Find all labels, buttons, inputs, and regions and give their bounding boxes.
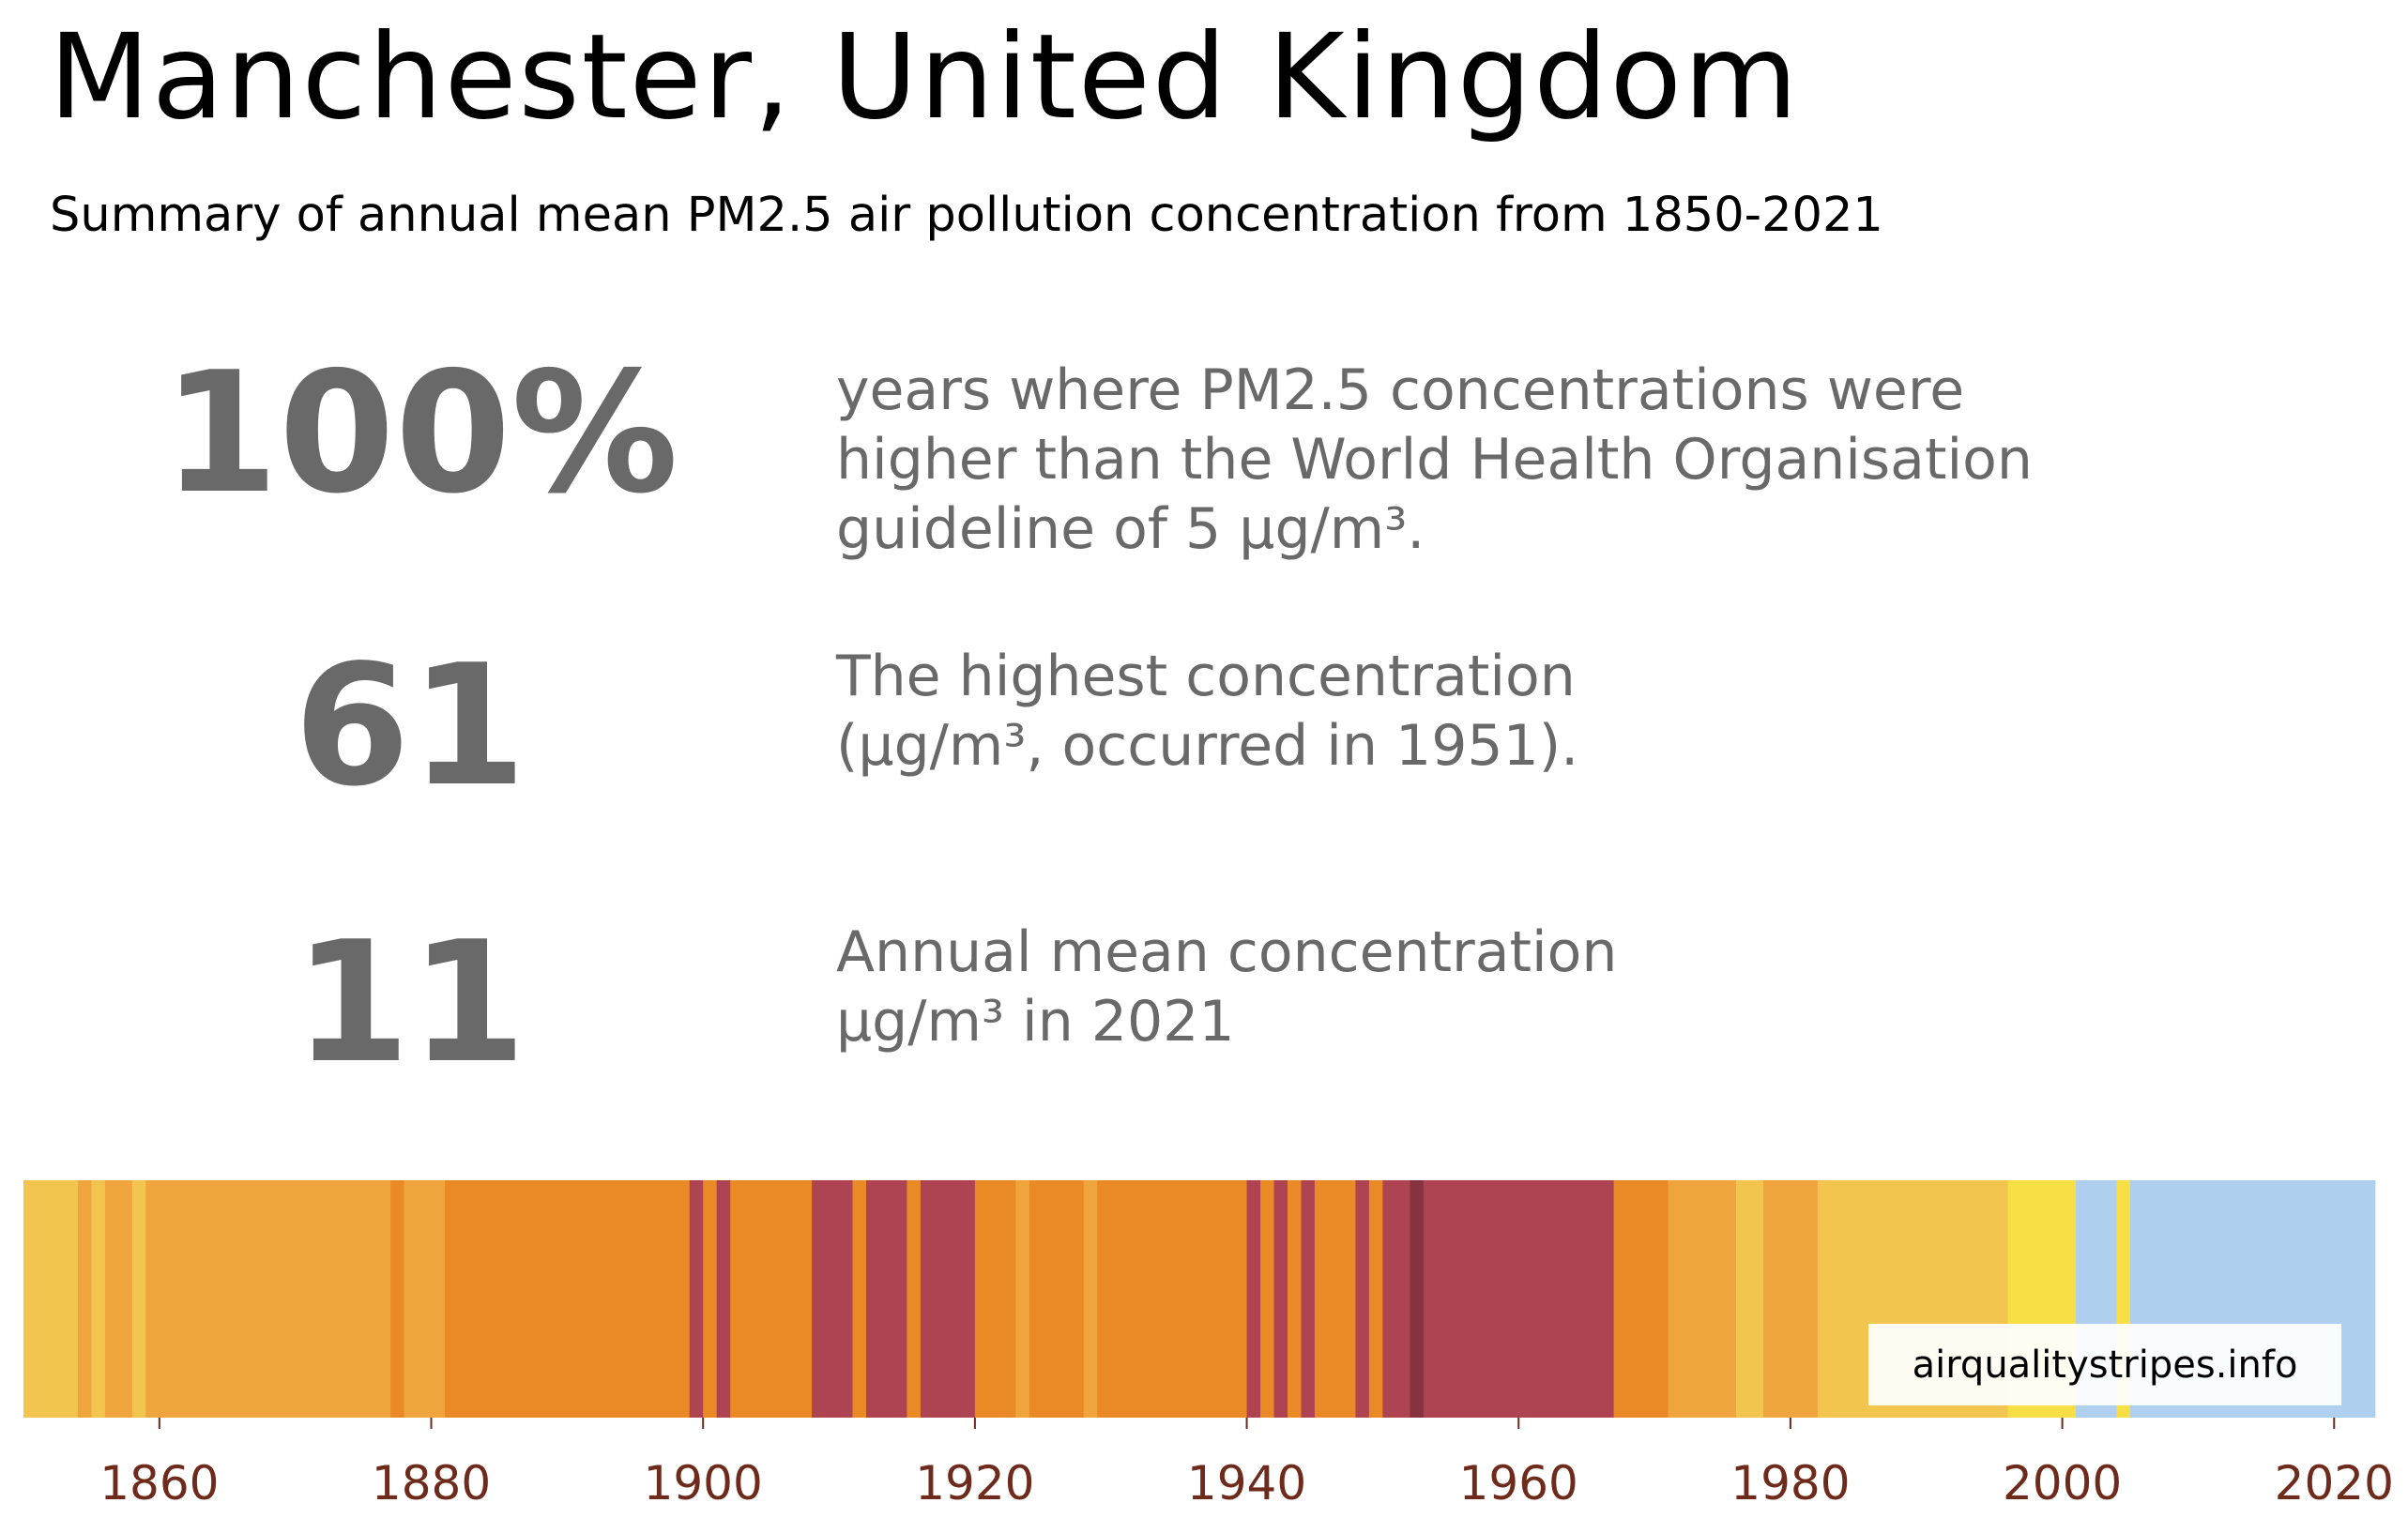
year-stripe [390,1180,405,1418]
stat-percent-text: years where PM2.5 concentrations were hi… [836,357,2033,562]
x-tick-label: 1960 [1459,1456,1578,1510]
year-stripe [1273,1180,1288,1418]
year-stripe [77,1180,93,1418]
year-stripe [1368,1180,1383,1418]
year-stripe [1029,1180,1085,1418]
stat-latest-text: Annual mean concentration µg/m³ in 2021 [836,919,1618,1055]
x-tick-label: 1900 [644,1456,763,1510]
year-stripe [104,1180,133,1418]
year-stripe [1735,1180,1764,1418]
x-tick-label: 2000 [2003,1456,2122,1510]
stat-highest-value: 61 [294,629,526,823]
year-stripe [907,1180,922,1418]
year-stripe [404,1180,446,1418]
year-stripe [866,1180,908,1418]
x-tick-label: 1880 [372,1456,491,1510]
watermark-text: airqualitystripes.info [1913,1343,2298,1387]
year-stripe [1097,1180,1248,1418]
stat-percent-value: 100% [162,336,678,530]
x-tick-label: 1920 [915,1456,1034,1510]
year-stripe [730,1180,813,1418]
year-stripe [1083,1180,1098,1418]
x-axis-ticks: 1860 1880 1900 1920 1940 1960 1980 2000 2020 [99,1418,2394,1510]
stripes-group [23,1180,2376,1418]
year-stripe [703,1180,718,1418]
year-stripe [812,1180,854,1418]
year-stripe [1301,1180,1316,1418]
x-tick-label: 1980 [1730,1456,1850,1510]
year-stripe [920,1180,976,1418]
year-stripe [91,1180,106,1418]
year-stripe [1260,1180,1275,1418]
year-stripe [1668,1180,1737,1418]
year-stripe [689,1180,704,1418]
year-stripe [1382,1180,1410,1418]
x-tick-label: 1940 [1187,1456,1306,1510]
x-tick-label: 2020 [2275,1456,2394,1510]
year-stripe [1762,1180,1819,1418]
year-stripe [1015,1180,1030,1418]
year-stripe [1288,1180,1303,1418]
page-title: Manchester, United Kingdom [49,9,1800,145]
year-stripe [1355,1180,1370,1418]
year-stripe [131,1180,146,1418]
year-stripe [23,1180,79,1418]
year-stripe [1246,1180,1261,1418]
watermark-box [1868,1324,2341,1405]
x-tick-label: 1860 [99,1456,219,1510]
year-stripe [445,1180,691,1418]
year-stripe [716,1180,731,1418]
year-stripe [1410,1180,1425,1418]
year-stripe [1613,1180,1669,1418]
stat-latest-value: 11 [294,905,526,1100]
year-stripe [1423,1180,1615,1418]
year-stripe [145,1180,391,1418]
stat-highest-text: The highest concentration (µg/m³, occurr… [836,644,1579,779]
year-stripe [852,1180,867,1418]
year-stripe [974,1180,1016,1418]
year-stripe [1314,1180,1357,1418]
page-subtitle: Summary of annual mean PM2.5 air polluti… [50,188,1883,243]
